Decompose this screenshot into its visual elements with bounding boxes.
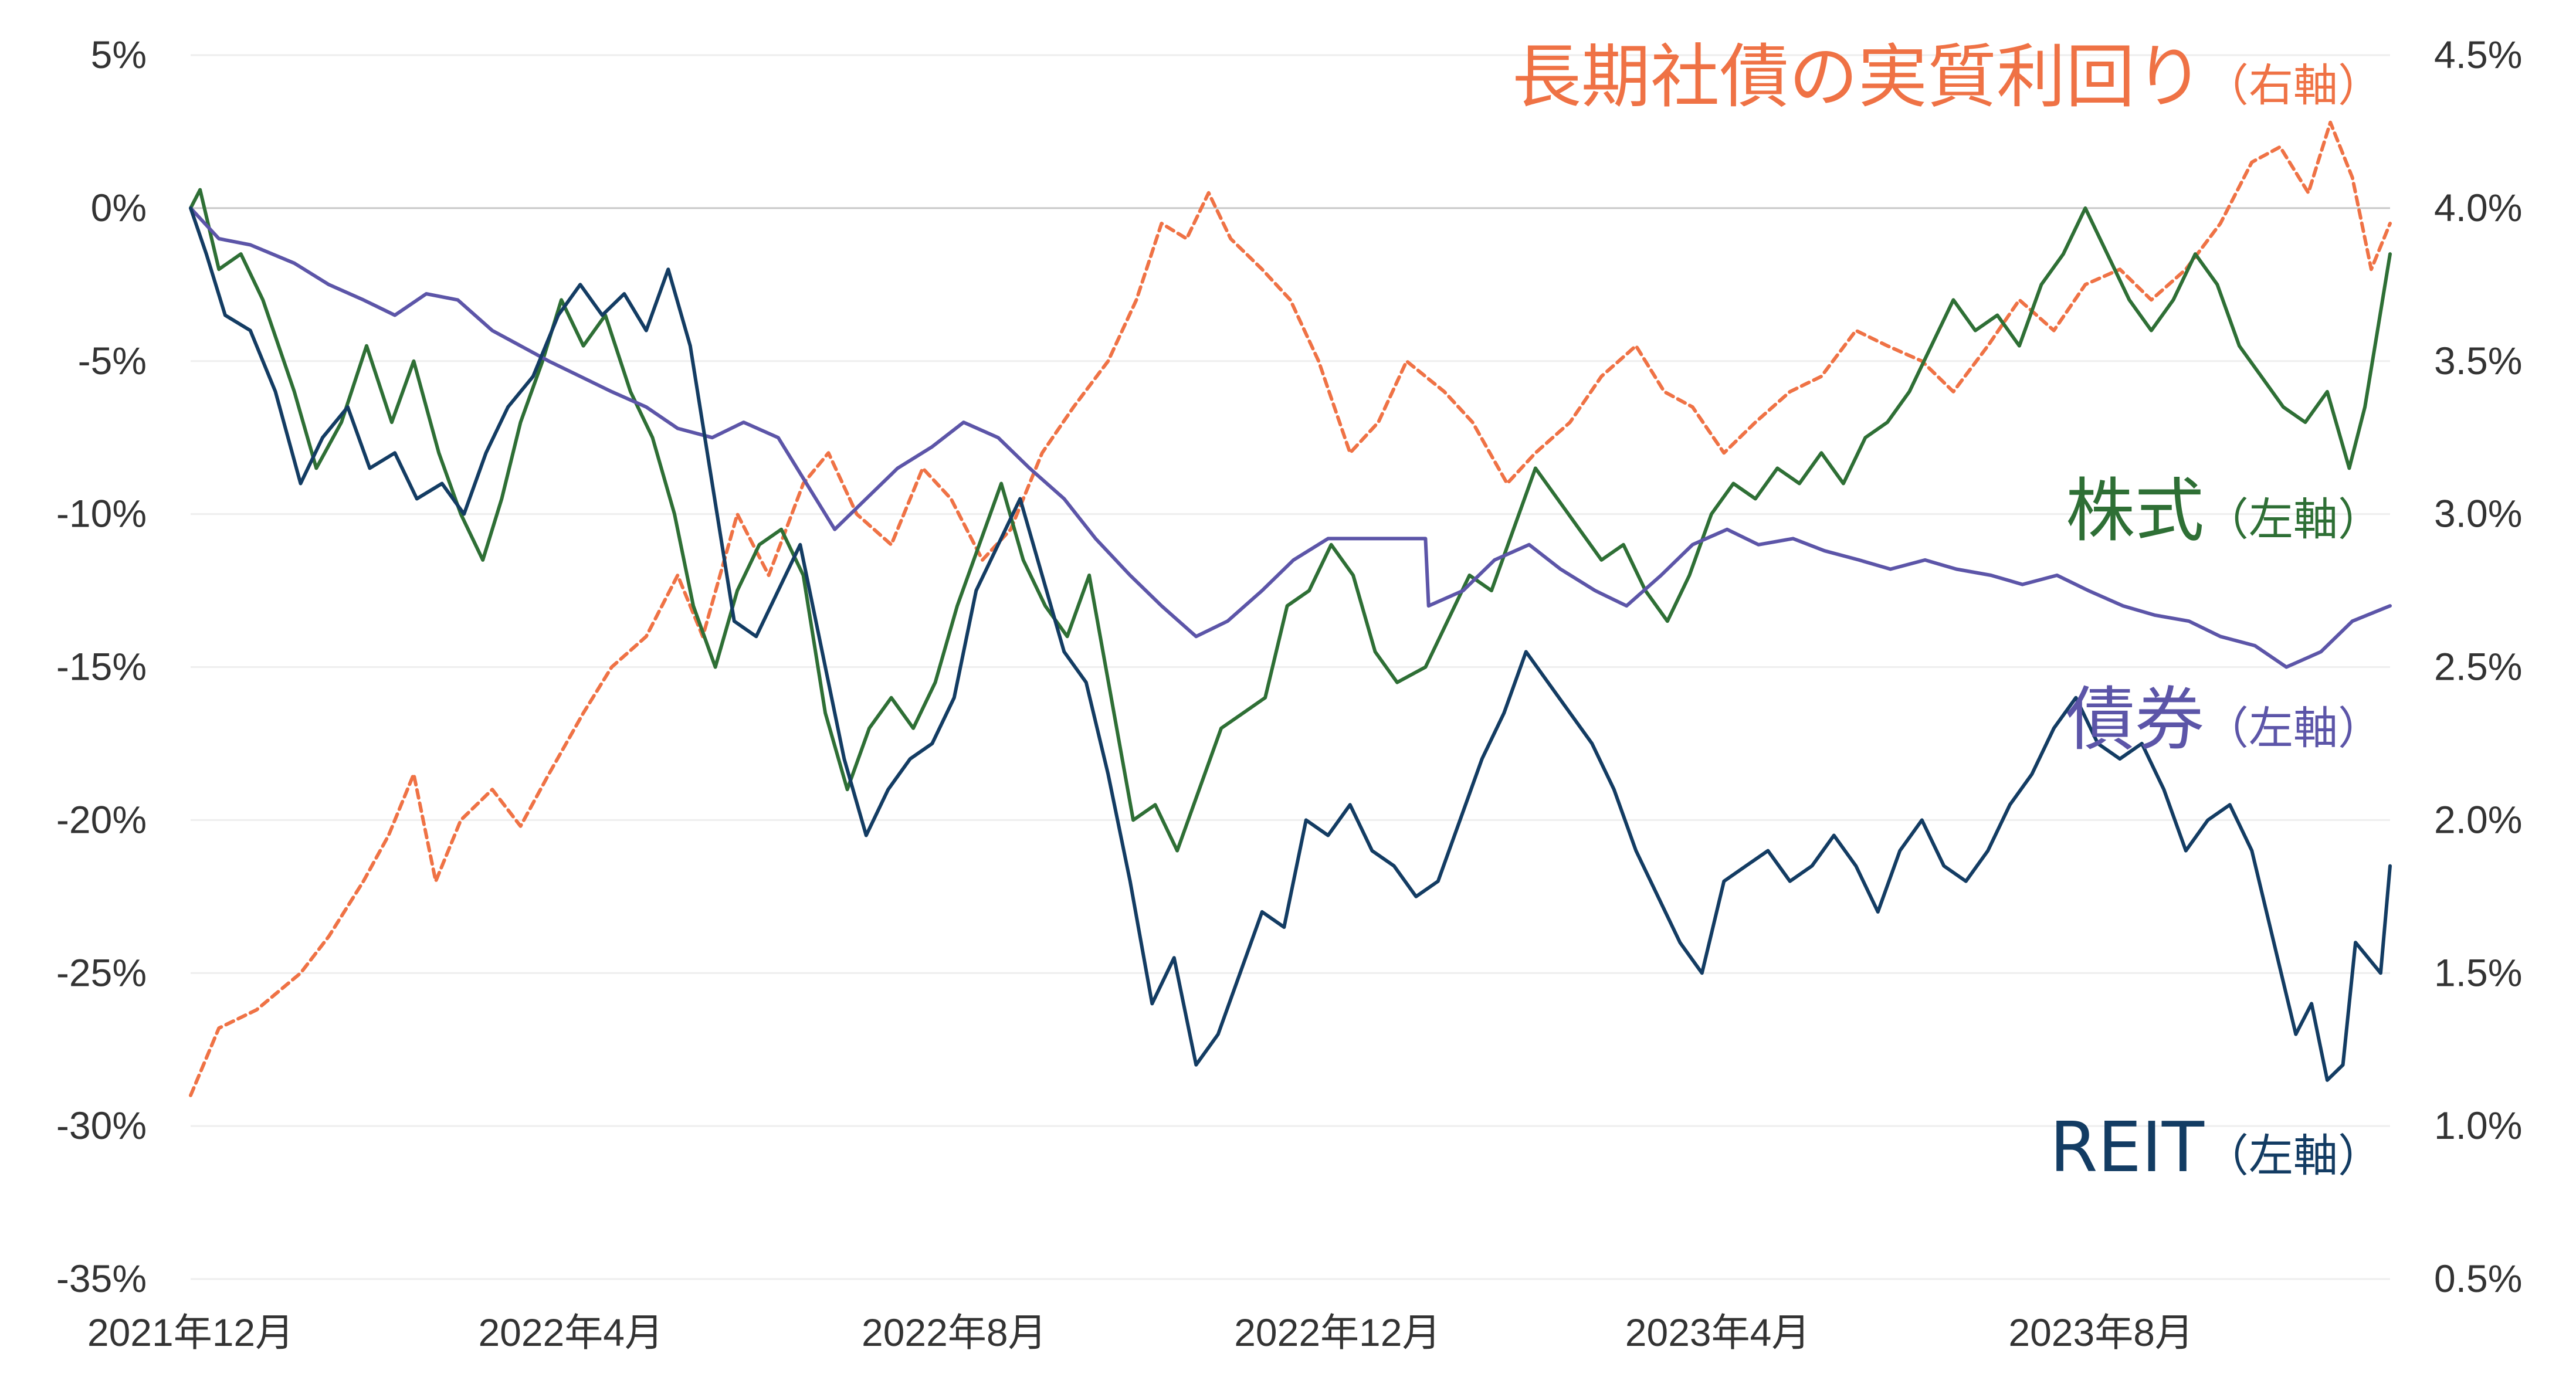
x-tick-label: 2023年8月 bbox=[2008, 1311, 2194, 1354]
series-name: REIT bbox=[2050, 1107, 2205, 1188]
right-y-tick-label: 1.0% bbox=[2434, 1104, 2522, 1147]
series-axis-note: （右軸） bbox=[2204, 59, 2382, 111]
x-tick-label: 2022年8月 bbox=[862, 1311, 1047, 1354]
right-y-tick-label: 0.5% bbox=[2434, 1257, 2522, 1300]
left-y-tick-label: 0% bbox=[91, 186, 147, 229]
x-tick-label: 2021年12月 bbox=[87, 1311, 294, 1354]
series-line-stocks bbox=[189, 188, 2392, 853]
left-y-tick-label: -25% bbox=[56, 951, 147, 994]
right-y-tick-label: 2.0% bbox=[2434, 798, 2522, 841]
series-axis-note: （左軸） bbox=[2204, 1129, 2382, 1182]
series-lines bbox=[189, 120, 2392, 1097]
series-axis-note: （左軸） bbox=[2204, 493, 2382, 545]
right-y-tick-label: 1.5% bbox=[2434, 951, 2522, 994]
x-tick-label: 2022年4月 bbox=[478, 1311, 663, 1354]
left-y-tick-label: -20% bbox=[56, 798, 147, 841]
series-label-reit: REIT（左軸） bbox=[2050, 1107, 2382, 1188]
series-label-bonds: 債券（左軸） bbox=[2066, 679, 2382, 760]
right-y-tick-label: 3.0% bbox=[2434, 492, 2522, 535]
right-y-tick-label: 4.5% bbox=[2434, 33, 2522, 76]
series-axis-note: （左軸） bbox=[2204, 702, 2382, 754]
left-y-tick-label: -30% bbox=[56, 1104, 147, 1147]
x-tick-label: 2023年4月 bbox=[1625, 1311, 1811, 1354]
left-y-tick-label: -35% bbox=[56, 1257, 147, 1300]
right-y-axis: 4.5% 4.0% 3.5% 3.0% 2.5% 2.0% 1.5% 1.0% 0.5% bbox=[2434, 33, 2522, 1300]
grid-lines bbox=[191, 54, 2390, 1280]
series-line-bonds bbox=[189, 206, 2392, 669]
left-y-tick-label: -10% bbox=[56, 492, 147, 535]
series-labels: 長期社債の実質利回り（右軸）株式（左軸）債券（左軸）REIT（左軸） bbox=[1512, 36, 2382, 1188]
series-label-yield: 長期社債の実質利回り（右軸） bbox=[1512, 36, 2382, 117]
series-name: 株式 bbox=[2066, 470, 2204, 551]
left-y-tick-label: -15% bbox=[56, 645, 147, 688]
series-line-yield bbox=[189, 120, 2392, 1097]
x-tick-label: 2022年12月 bbox=[1234, 1311, 1440, 1354]
right-y-tick-label: 3.5% bbox=[2434, 339, 2522, 382]
right-y-tick-label: 4.0% bbox=[2434, 186, 2522, 229]
series-name: 債券 bbox=[2066, 679, 2204, 760]
right-y-tick-label: 2.5% bbox=[2434, 645, 2522, 688]
left-y-axis: 5% 0% -5% -10% -15% -20% -25% -30% -35% bbox=[56, 33, 147, 1300]
left-y-tick-label: -5% bbox=[78, 339, 147, 382]
left-y-tick-label: 5% bbox=[91, 33, 147, 76]
series-label-stocks: 株式（左軸） bbox=[2066, 470, 2382, 551]
series-line-reit bbox=[189, 206, 2392, 1082]
x-axis: 2021年12月 2022年4月 2022年8月 2022年12月 2023年4月 202… bbox=[87, 1311, 2194, 1354]
series-name: 長期社債の実質利回り bbox=[1512, 36, 2204, 117]
